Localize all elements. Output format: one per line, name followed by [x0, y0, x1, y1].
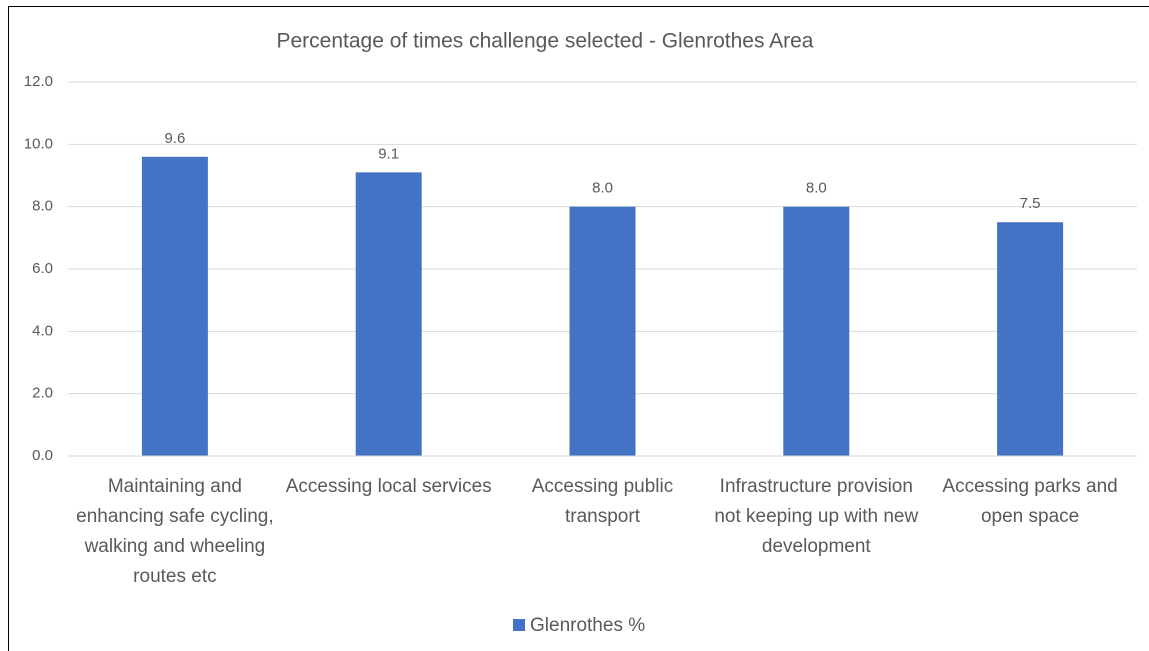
x-tick-label-box: Accessing public transport: [531, 476, 674, 527]
x-tick-label-box: Accessing parks and open space: [942, 476, 1118, 527]
y-tick-label: 4.0: [32, 322, 53, 339]
x-tick-label: Accessing parks and open space: [942, 476, 1118, 527]
data-label: 8.0: [592, 180, 613, 197]
bar: [997, 222, 1064, 456]
bar: [141, 156, 208, 457]
bar: [355, 172, 422, 456]
x-tick-label-box: Infrastructure provision not keeping up …: [714, 476, 919, 557]
bar: [569, 206, 636, 456]
y-tick-label: 12.0: [24, 73, 53, 90]
y-tick-label: 8.0: [32, 198, 53, 215]
data-label: 7.5: [1020, 195, 1041, 212]
x-tick-label: Infrastructure provision not keeping up …: [714, 476, 919, 557]
legend-swatch: [513, 619, 525, 631]
data-label: 8.0: [806, 180, 827, 197]
legend-label: Glenrothes %: [530, 615, 645, 636]
y-tick-label: 10.0: [24, 135, 53, 152]
data-label: 9.6: [164, 130, 185, 147]
x-tick-label-box: Accessing local services: [285, 476, 492, 497]
y-tick-label: 2.0: [32, 385, 53, 402]
chart-title: Percentage of times challenge selected -…: [277, 30, 814, 53]
bar: [783, 206, 850, 456]
y-tick-label: 6.0: [32, 260, 53, 277]
y-tick-label: 0.0: [32, 447, 53, 464]
x-tick-label-box: Maintaining and enhancing safe cycling, …: [76, 476, 274, 587]
x-tick-label: Accessing public transport: [531, 476, 674, 527]
data-label: 9.1: [378, 145, 399, 162]
x-tick-label: Maintaining and enhancing safe cycling, …: [76, 476, 274, 587]
x-tick-label: Accessing local services: [285, 476, 492, 497]
